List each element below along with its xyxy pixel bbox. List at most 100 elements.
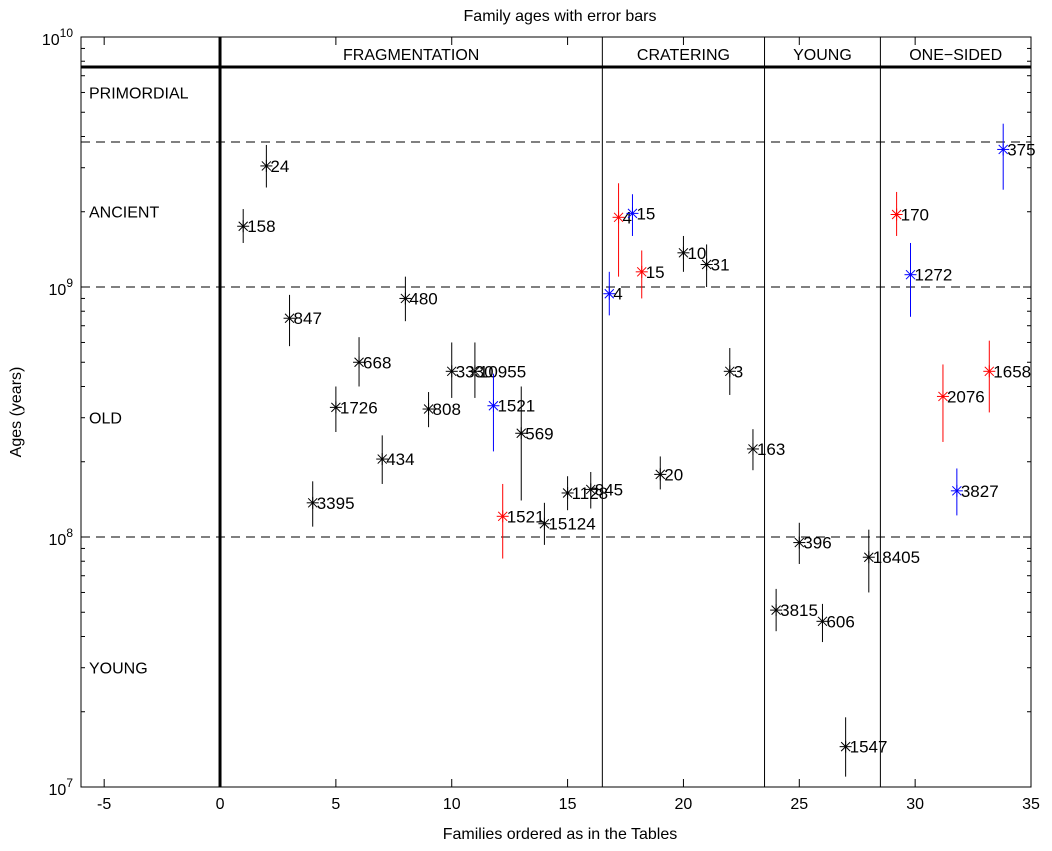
marker bbox=[497, 511, 508, 522]
data-points: 1582484733951726668434480808333010955152… bbox=[237, 123, 1036, 777]
marker bbox=[998, 144, 1009, 155]
point-label: 375 bbox=[1007, 140, 1035, 159]
point-label: 606 bbox=[826, 612, 854, 631]
y-tick-exponent: 9 bbox=[66, 276, 73, 290]
marker bbox=[307, 497, 318, 508]
data-point: 434 bbox=[376, 435, 415, 484]
data-point: 1521 bbox=[487, 373, 535, 452]
y-tick-label: 1010 bbox=[42, 26, 73, 49]
x-tick-label: 5 bbox=[331, 796, 340, 813]
data-point: 158 bbox=[237, 209, 276, 243]
point-label: 158 bbox=[247, 217, 275, 236]
data-point: 569 bbox=[515, 386, 554, 501]
data-point: 375 bbox=[997, 123, 1036, 190]
marker bbox=[377, 454, 388, 464]
y-tick-base: 10 bbox=[49, 282, 67, 299]
point-label: 10955 bbox=[479, 362, 526, 381]
data-point: 3395 bbox=[306, 481, 355, 527]
point-label: 15 bbox=[636, 204, 655, 223]
y-tick-label: 107 bbox=[49, 776, 74, 799]
marker bbox=[423, 404, 434, 414]
data-point: 18405 bbox=[862, 529, 920, 593]
data-point: 3815 bbox=[770, 588, 818, 632]
marker bbox=[284, 313, 295, 324]
point-label: 1128 bbox=[572, 484, 609, 503]
marker bbox=[400, 293, 411, 304]
marker bbox=[604, 288, 615, 299]
x-tick-label: 35 bbox=[1022, 796, 1040, 813]
x-tick-label: -5 bbox=[97, 796, 111, 813]
data-point: 20 bbox=[654, 456, 683, 490]
marker bbox=[446, 366, 457, 377]
point-label: 434 bbox=[386, 450, 414, 469]
point-label: 668 bbox=[363, 353, 391, 372]
data-point: 480 bbox=[399, 276, 438, 322]
marker bbox=[984, 366, 995, 377]
marker bbox=[701, 259, 712, 270]
marker bbox=[585, 484, 596, 495]
data-point: 1128 bbox=[561, 476, 609, 511]
reference-lines bbox=[81, 37, 1031, 787]
data-point: 3827 bbox=[950, 468, 999, 516]
data-point: 24 bbox=[260, 144, 289, 188]
point-label: 847 bbox=[294, 309, 322, 328]
data-point: 847 bbox=[283, 294, 322, 347]
marker bbox=[840, 741, 851, 752]
marker bbox=[470, 366, 480, 377]
data-point: 1272 bbox=[904, 242, 952, 317]
marker bbox=[655, 469, 666, 480]
point-label: 396 bbox=[803, 534, 831, 553]
data-point: 10955 bbox=[468, 342, 526, 398]
y-tick-base: 10 bbox=[49, 532, 67, 549]
age-class-label: YOUNG bbox=[89, 661, 148, 678]
point-label: 170 bbox=[901, 205, 929, 224]
data-point: 1547 bbox=[839, 717, 887, 777]
marker bbox=[488, 400, 499, 411]
data-point: 845 bbox=[584, 471, 623, 509]
marker bbox=[771, 605, 781, 615]
marker bbox=[354, 357, 364, 368]
marker bbox=[724, 366, 735, 377]
plot-frame bbox=[80, 36, 1032, 788]
age-class-label: PRIMORDIAL bbox=[89, 85, 189, 102]
point-label: 15124 bbox=[548, 515, 595, 534]
y-axis-label: Ages (years) bbox=[8, 367, 25, 458]
y-tick-base: 10 bbox=[49, 782, 67, 799]
point-label: 2076 bbox=[947, 387, 985, 406]
point-label: 3815 bbox=[780, 601, 818, 620]
marker bbox=[636, 266, 647, 277]
section-label: FRAGMENTATION bbox=[343, 47, 479, 64]
marker bbox=[516, 428, 527, 439]
marker bbox=[952, 485, 962, 496]
point-label: 480 bbox=[409, 289, 437, 308]
marker bbox=[627, 208, 638, 219]
point-label: 1726 bbox=[340, 398, 378, 417]
x-tick-label: 20 bbox=[675, 796, 693, 813]
section-labels: FRAGMENTATION CRATERING YOUNG ONE−SIDED PRIM… bbox=[89, 47, 1002, 678]
point-label: 24 bbox=[270, 157, 289, 176]
plot-area bbox=[81, 37, 1031, 787]
section-label: CRATERING bbox=[637, 47, 730, 64]
age-class-label: ANCIENT bbox=[89, 205, 159, 222]
point-label: 1521 bbox=[507, 507, 545, 526]
point-label: 4 bbox=[623, 208, 632, 227]
point-label: 163 bbox=[757, 440, 785, 459]
data-point: 15 bbox=[626, 194, 655, 236]
marker bbox=[613, 212, 624, 223]
point-label: 20 bbox=[664, 465, 683, 484]
marker bbox=[938, 391, 948, 402]
data-point: 1726 bbox=[329, 386, 378, 433]
point-label: 18405 bbox=[873, 548, 920, 567]
point-label: 3395 bbox=[317, 494, 355, 513]
point-label: 15 bbox=[646, 263, 665, 282]
x-tick-label: 0 bbox=[216, 796, 225, 813]
marker bbox=[261, 161, 272, 171]
marker bbox=[562, 488, 573, 498]
data-point: 163 bbox=[746, 429, 785, 471]
chart-title: Family ages with error bars bbox=[464, 8, 657, 25]
point-label: 31 bbox=[711, 256, 730, 275]
data-point: 1658 bbox=[983, 340, 1031, 413]
